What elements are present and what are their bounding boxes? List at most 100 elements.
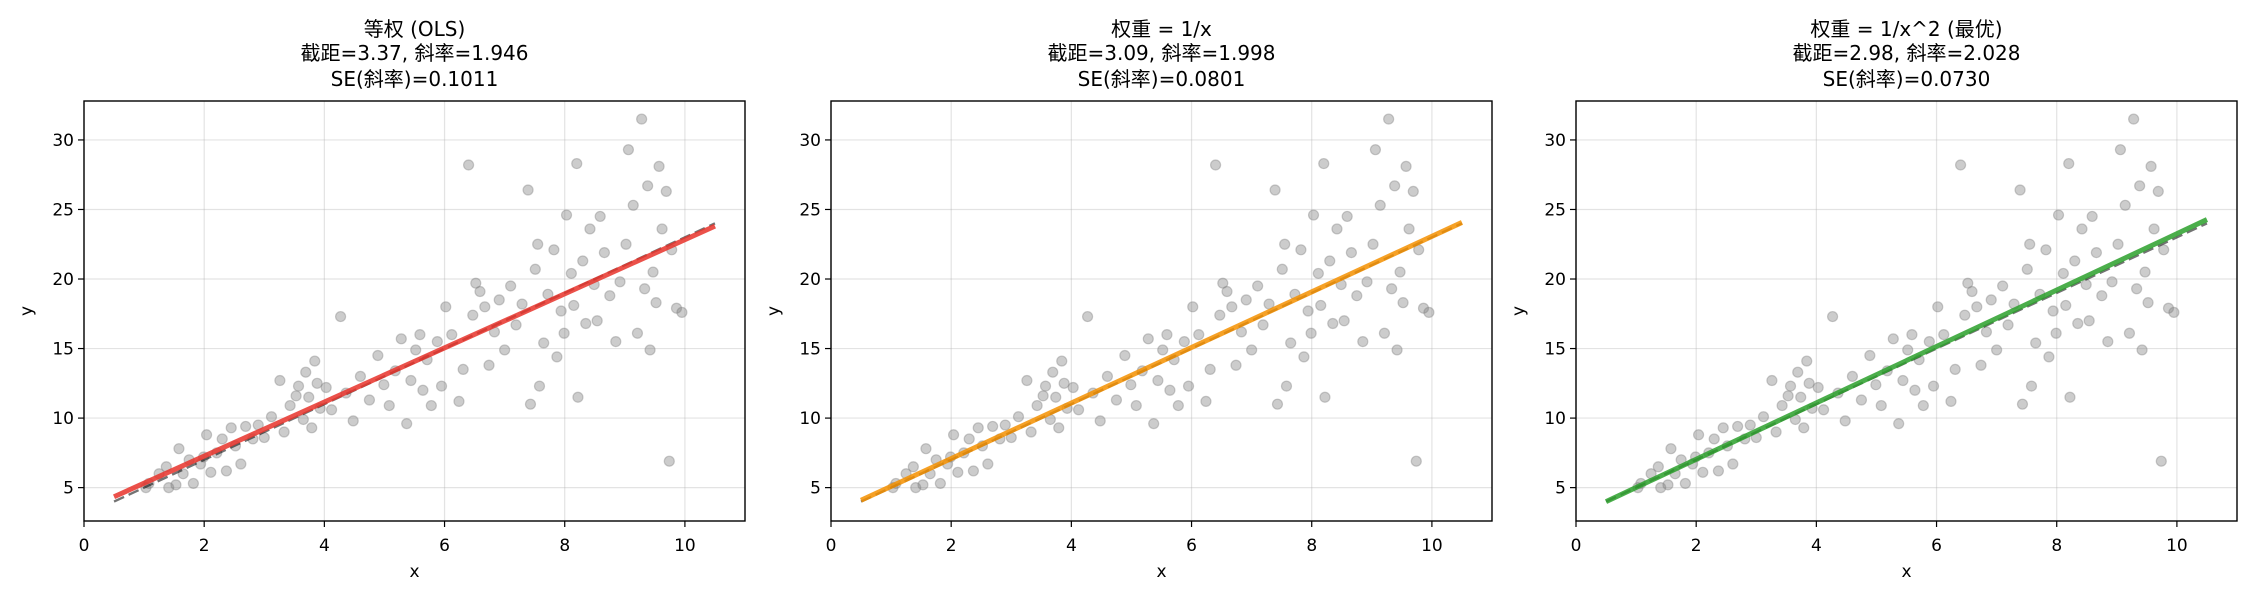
- scatter-point: [2102, 335, 2114, 348]
- scatter-point: [627, 199, 639, 211]
- scatter-point: [676, 306, 688, 318]
- scatter-point: [2148, 223, 2160, 235]
- scatter-point: [1142, 333, 1154, 345]
- scatter-point: [1319, 391, 1331, 403]
- scatter-point: [435, 380, 448, 392]
- scatter-point: [453, 395, 465, 407]
- scatter-point: [2128, 113, 2140, 125]
- scatter-point: [1361, 276, 1373, 288]
- scatter-point: [1047, 366, 1059, 378]
- scatter-point: [1307, 209, 1320, 221]
- scatter-point: [1058, 377, 1070, 389]
- scatter-point: [1312, 267, 1324, 280]
- scatter-point: [516, 298, 528, 310]
- axes-frame: [1575, 100, 2238, 522]
- scatter-point: [1119, 349, 1131, 362]
- scatter-point: [620, 238, 632, 250]
- scatter-point: [1389, 180, 1401, 192]
- scatter-point: [493, 294, 505, 306]
- scatter-point: [1148, 418, 1160, 430]
- scatter-point: [560, 209, 573, 221]
- scatter-point: [1324, 255, 1336, 267]
- scatter-point: [278, 426, 290, 438]
- scatter-point: [1744, 419, 1756, 431]
- scatter-point: [173, 443, 185, 455]
- scatter-point: [372, 349, 384, 362]
- scatter-point: [2060, 299, 2072, 312]
- scatter-point: [1826, 310, 1839, 323]
- reference-line: [1605, 222, 2208, 503]
- y-tick-label: 20: [52, 270, 74, 290]
- scatter-point: [414, 329, 426, 341]
- scatter-point: [1757, 411, 1770, 423]
- scatter-point: [1031, 399, 1043, 412]
- scatter-point: [311, 377, 323, 389]
- subplot-2: 0 2 4 6 8 10 5 10 15 20 25 30 x y 权重 = 1/x截距=3.09, 斜率=…: [764, 17, 1493, 582]
- scatter-point: [220, 465, 233, 477]
- scatter-point: [1214, 309, 1226, 321]
- x-tick-label: 6: [439, 536, 450, 556]
- scatter-point: [1152, 374, 1164, 387]
- scatter-point: [240, 420, 252, 433]
- scatter-point: [2131, 283, 2143, 295]
- scatter-point: [1345, 246, 1357, 259]
- scatter-point: [963, 433, 975, 445]
- scatter-point: [401, 418, 413, 430]
- scatter-point: [1318, 157, 1330, 170]
- scatter-point: [334, 310, 347, 323]
- scatter-point: [1056, 355, 1068, 367]
- scatter-point: [1732, 420, 1744, 433]
- scatter-point: [2047, 305, 2059, 317]
- scatter-point: [1161, 329, 1173, 341]
- scatter-point: [1157, 344, 1169, 356]
- scatter-point: [290, 390, 302, 402]
- title-line-3: SE(斜率)=0.1011: [331, 67, 499, 91]
- scatter-point: [1039, 380, 1052, 392]
- scatter-point: [383, 399, 395, 412]
- y-tick-label: 30: [1544, 131, 1566, 151]
- scatter-point: [1298, 351, 1310, 363]
- y-tick-label: 25: [799, 200, 821, 220]
- scatter-point: [306, 422, 318, 434]
- scatter-point: [2024, 238, 2036, 250]
- scatter-point: [2162, 302, 2175, 314]
- scatter-point: [2030, 337, 2042, 349]
- scatter-point: [1708, 433, 1720, 445]
- scatter-point: [1257, 319, 1269, 331]
- scatter-point: [1423, 306, 1435, 318]
- scatter-point: [320, 381, 332, 394]
- subplot-1: 0 2 4 6 8 10 5 10 15 20 25 30 x y 等权 (OLS)截距=3.37, 斜率=…: [17, 17, 746, 582]
- x-tick-label: 0: [79, 536, 90, 556]
- scatter-point: [1230, 359, 1242, 371]
- scatter-point: [598, 246, 610, 259]
- scatter-point: [1172, 399, 1184, 412]
- scatter-point: [225, 422, 237, 434]
- scatter-point: [524, 398, 537, 410]
- fit-line: [859, 220, 1464, 503]
- scatter-point: [910, 482, 922, 494]
- scatter-point: [934, 477, 946, 490]
- x-tick-label: 2: [946, 536, 957, 556]
- scatter-point: [987, 420, 999, 433]
- y-tick-label: 15: [1544, 340, 1566, 360]
- scatter-point: [2083, 315, 2095, 327]
- scatter-point: [200, 429, 213, 441]
- scatter-point: [1801, 355, 1813, 367]
- y-axis-label: y: [17, 306, 37, 316]
- scatter-point: [1276, 263, 1288, 275]
- x-tick-label: 8: [1306, 536, 1317, 556]
- scatter-point: [170, 479, 182, 491]
- scatter-point: [1975, 359, 1987, 371]
- scatter-point: [1053, 422, 1065, 434]
- scatter-point: [1081, 310, 1094, 323]
- scatter-point: [1193, 329, 1205, 341]
- scatter-point: [2016, 398, 2029, 410]
- scatter-point: [1782, 390, 1794, 402]
- scatter-point: [1252, 280, 1264, 292]
- scatter-point: [2134, 180, 2146, 192]
- scatter-point: [1665, 443, 1677, 455]
- scatter-point: [2072, 317, 2084, 330]
- scatter-point: [499, 344, 511, 356]
- y-axis-label: y: [1509, 306, 1529, 316]
- scatter-point: [2057, 267, 2069, 280]
